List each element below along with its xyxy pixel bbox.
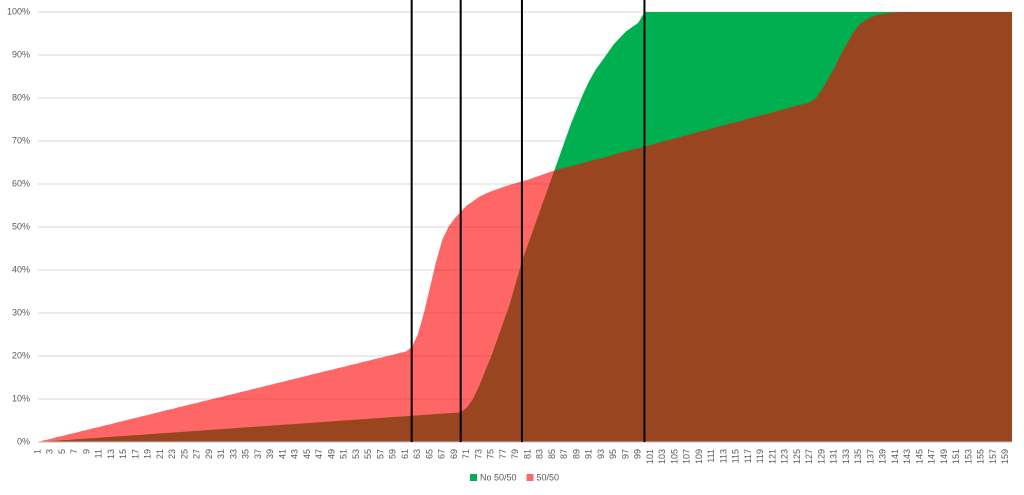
x-tick-label: 91 bbox=[584, 449, 594, 459]
x-tick-label: 13 bbox=[106, 449, 116, 459]
legend-swatch bbox=[526, 474, 534, 481]
x-tick-label: 7 bbox=[69, 449, 79, 454]
x-tick-label: 45 bbox=[302, 449, 312, 459]
x-tick-label: 65 bbox=[424, 449, 434, 459]
x-tick-label: 127 bbox=[804, 449, 814, 464]
x-tick-label: 147 bbox=[927, 449, 937, 464]
x-tick-label: 141 bbox=[890, 449, 900, 464]
x-tick-label: 73 bbox=[473, 449, 483, 459]
x-tick-label: 89 bbox=[571, 449, 581, 459]
y-tick-label: 70% bbox=[12, 135, 30, 145]
x-tick-label: 107 bbox=[682, 449, 692, 464]
x-tick-label: 51 bbox=[339, 449, 349, 459]
x-tick-label: 85 bbox=[547, 449, 557, 459]
x-tick-label: 99 bbox=[633, 449, 643, 459]
x-tick-label: 57 bbox=[375, 449, 385, 459]
x-tick-label: 117 bbox=[743, 449, 753, 463]
x-tick-label: 71 bbox=[461, 449, 471, 459]
x-tick-label: 63 bbox=[412, 449, 422, 459]
x-tick-label: 105 bbox=[669, 449, 679, 464]
x-tick-label: 111 bbox=[706, 449, 716, 463]
x-tick-label: 143 bbox=[902, 449, 912, 464]
x-tick-label: 125 bbox=[792, 449, 802, 464]
x-tick-label: 77 bbox=[498, 449, 508, 459]
x-tick-label: 139 bbox=[878, 449, 888, 464]
x-tick-label: 25 bbox=[179, 449, 189, 459]
x-tick-label: 31 bbox=[216, 449, 226, 459]
x-tick-label: 135 bbox=[853, 449, 863, 464]
x-tick-label: 61 bbox=[400, 449, 410, 459]
x-tick-label: 21 bbox=[155, 449, 165, 459]
x-tick-label: 59 bbox=[388, 449, 398, 459]
x-tick-label: 123 bbox=[780, 449, 790, 464]
y-tick-label: 10% bbox=[12, 393, 30, 403]
x-tick-label: 23 bbox=[167, 449, 177, 459]
x-tick-label: 113 bbox=[718, 449, 728, 463]
x-tick-label: 87 bbox=[559, 449, 569, 459]
area bbox=[38, 12, 1012, 442]
x-tick-label: 119 bbox=[755, 449, 765, 463]
y-tick-label: 80% bbox=[12, 92, 30, 102]
x-tick-label: 121 bbox=[767, 449, 777, 464]
y-tick-label: 40% bbox=[12, 264, 30, 274]
legend-swatch bbox=[470, 474, 477, 481]
y-tick-label: 60% bbox=[12, 178, 30, 188]
x-tick-label: 47 bbox=[314, 449, 324, 459]
x-tick-label: 67 bbox=[437, 449, 447, 459]
x-tick-label: 53 bbox=[351, 449, 361, 459]
legend-label: 50/50 bbox=[537, 472, 560, 482]
y-tick-label: 90% bbox=[12, 49, 30, 59]
x-tick-label: 5 bbox=[57, 449, 67, 454]
x-tick-label: 27 bbox=[192, 449, 202, 459]
x-tick-label: 159 bbox=[1000, 449, 1010, 464]
x-tick-label: 11 bbox=[94, 449, 104, 458]
x-tick-label: 153 bbox=[963, 449, 973, 464]
x-tick-label: 1 bbox=[32, 449, 42, 454]
x-tick-label: 41 bbox=[277, 449, 287, 459]
x-tick-label: 97 bbox=[620, 449, 630, 459]
x-tick-label: 15 bbox=[118, 449, 128, 459]
x-tick-label: 79 bbox=[510, 449, 520, 459]
y-tick-label: 50% bbox=[12, 221, 30, 231]
x-tick-label: 95 bbox=[608, 449, 618, 459]
x-tick-label: 81 bbox=[522, 449, 532, 459]
x-tick-label: 3 bbox=[45, 449, 55, 454]
y-tick-label: 30% bbox=[12, 307, 30, 317]
y-tick-label: 100% bbox=[7, 6, 30, 16]
x-tick-label: 43 bbox=[290, 449, 300, 459]
x-tick-label: 29 bbox=[204, 449, 214, 459]
x-tick-label: 155 bbox=[976, 449, 986, 464]
x-tick-label: 39 bbox=[265, 449, 275, 459]
x-tick-label: 83 bbox=[535, 449, 545, 459]
x-tick-label: 17 bbox=[130, 449, 140, 459]
x-tick-label: 35 bbox=[241, 449, 251, 459]
x-tick-label: 151 bbox=[951, 449, 961, 464]
y-tick-label: 0% bbox=[17, 436, 30, 446]
x-tick-label: 149 bbox=[939, 449, 949, 464]
x-tick-label: 49 bbox=[326, 449, 336, 459]
x-tick-label: 145 bbox=[914, 449, 924, 464]
x-tick-label: 33 bbox=[228, 449, 238, 459]
x-tick-label: 103 bbox=[657, 449, 667, 464]
x-tick-label: 9 bbox=[81, 449, 91, 454]
x-tick-label: 55 bbox=[363, 449, 373, 459]
x-tick-label: 101 bbox=[645, 449, 655, 464]
x-tick-label: 109 bbox=[694, 449, 704, 464]
x-tick-label: 131 bbox=[829, 449, 839, 464]
x-tick-label: 69 bbox=[449, 449, 459, 459]
x-tick-label: 157 bbox=[988, 449, 998, 464]
y-tick-label: 20% bbox=[12, 350, 30, 360]
legend-label: No 50/50 bbox=[480, 472, 517, 482]
x-tick-label: 37 bbox=[253, 449, 263, 459]
x-tick-label: 133 bbox=[841, 449, 851, 464]
x-tick-label: 129 bbox=[816, 449, 826, 464]
x-tick-label: 93 bbox=[596, 449, 606, 459]
x-tick-label: 75 bbox=[486, 449, 496, 459]
x-tick-label: 115 bbox=[731, 449, 741, 463]
x-tick-label: 137 bbox=[865, 449, 875, 464]
x-tick-label: 19 bbox=[143, 449, 153, 459]
